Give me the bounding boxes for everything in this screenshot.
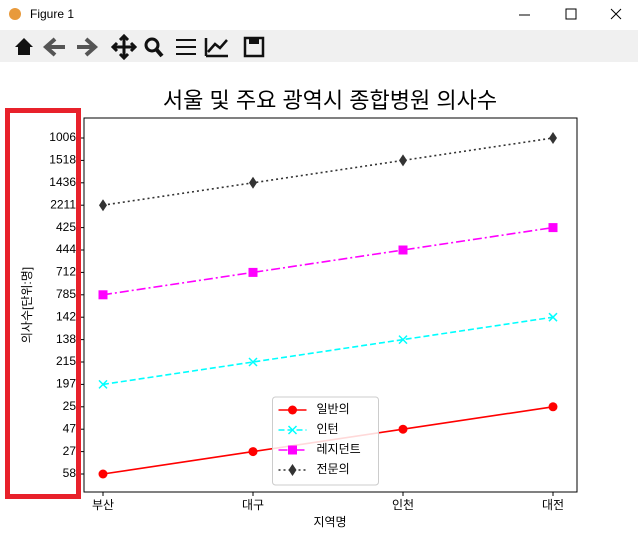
y-axis-label: 의사수[단위:명] [20, 267, 34, 343]
data-point [248, 357, 258, 367]
data-point [98, 469, 108, 479]
title-bar [0, 0, 638, 30]
data-point [548, 312, 558, 322]
legend-label: 전문의 [317, 462, 350, 476]
x-axis-label: 지역명 [313, 515, 346, 529]
series-line [102, 316, 554, 386]
data-point [98, 379, 108, 389]
home-button[interactable] [15, 38, 33, 55]
y-tick-label: 2211 [50, 197, 76, 211]
data-point [248, 447, 258, 457]
x-tick-label: 대구 [242, 498, 264, 512]
data-point [99, 199, 107, 212]
legend-marker [287, 425, 298, 435]
axes-frame [83, 117, 578, 493]
data-point [399, 154, 407, 167]
y-tick-label: 1006 [49, 130, 76, 144]
legend-marker [288, 464, 297, 476]
configure-button[interactable] [176, 39, 196, 55]
y-tick-label: 58 [63, 466, 77, 480]
y-tick-label: 425 [56, 220, 76, 234]
figure: 서울 및 주요 광역시 종합병원 의사수 지역명 의사수[단위:명] [20, 88, 578, 529]
data-point [249, 176, 257, 189]
y-tick-label: 444 [56, 242, 76, 256]
data-point [98, 290, 108, 300]
legend-marker [288, 405, 297, 415]
x-tick-label: 인천 [392, 497, 414, 512]
y-tick-label: 197 [56, 377, 76, 391]
y-tick-label: 1436 [49, 175, 76, 189]
data-point [549, 132, 557, 144]
data-point [398, 335, 408, 345]
app-icon [9, 8, 21, 20]
y-tick-label: 215 [56, 354, 76, 368]
data-point [548, 223, 558, 233]
data-point [548, 402, 558, 412]
y-tick-label: 785 [56, 287, 76, 301]
window-title: Figure 1 [30, 7, 74, 21]
highlight-box [5, 108, 81, 499]
y-tick-label: 712 [56, 265, 76, 279]
y-tick-label: 138 [56, 332, 76, 346]
zoom-handle [154, 47, 164, 58]
edit-axes-button[interactable] [204, 38, 228, 58]
x-tick-label: 부산 [92, 498, 114, 512]
legend-marker [288, 445, 297, 455]
series-line [102, 137, 554, 206]
legend-box [272, 396, 379, 486]
close-button[interactable] [610, 8, 622, 20]
y-tick-label: 47 [63, 421, 77, 435]
legend-label: 레지던트 [317, 442, 361, 456]
chart-title: 서울 및 주요 광역시 종합병원 의사수 [163, 88, 497, 113]
y-tick-label: 142 [56, 309, 76, 323]
forward-button[interactable] [77, 37, 99, 57]
y-tick-label: 27 [63, 444, 77, 458]
zoom-button[interactable] [144, 37, 160, 53]
save-icon-part [249, 38, 259, 44]
y-tick-label: 25 [63, 399, 77, 413]
legend-label: 일반의 [317, 402, 350, 416]
pan-button[interactable] [110, 33, 138, 61]
series-line [102, 226, 554, 296]
back-button[interactable] [42, 37, 65, 57]
x-tick-label: 대전 [542, 498, 564, 512]
maximize-button[interactable] [565, 8, 577, 20]
y-tick-label: 1518 [49, 153, 76, 167]
data-point [398, 424, 408, 434]
data-point [398, 245, 408, 255]
toolbar [0, 30, 638, 62]
data-point [248, 267, 258, 277]
legend-label: 인턴 [317, 422, 339, 436]
